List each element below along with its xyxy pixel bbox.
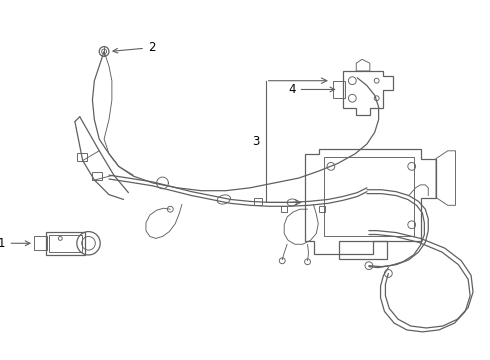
- Bar: [319, 206, 325, 212]
- Bar: [77, 153, 87, 161]
- Bar: [93, 172, 102, 180]
- Bar: [49, 234, 82, 252]
- Bar: [333, 81, 344, 98]
- Bar: [46, 231, 85, 255]
- Bar: [281, 206, 287, 212]
- Bar: [339, 241, 388, 259]
- Text: 1: 1: [0, 237, 30, 250]
- Bar: [254, 198, 262, 205]
- Text: 3: 3: [252, 135, 260, 148]
- Bar: [324, 157, 414, 237]
- Bar: [34, 237, 47, 250]
- Text: 4: 4: [288, 83, 335, 96]
- Text: 2: 2: [113, 41, 155, 54]
